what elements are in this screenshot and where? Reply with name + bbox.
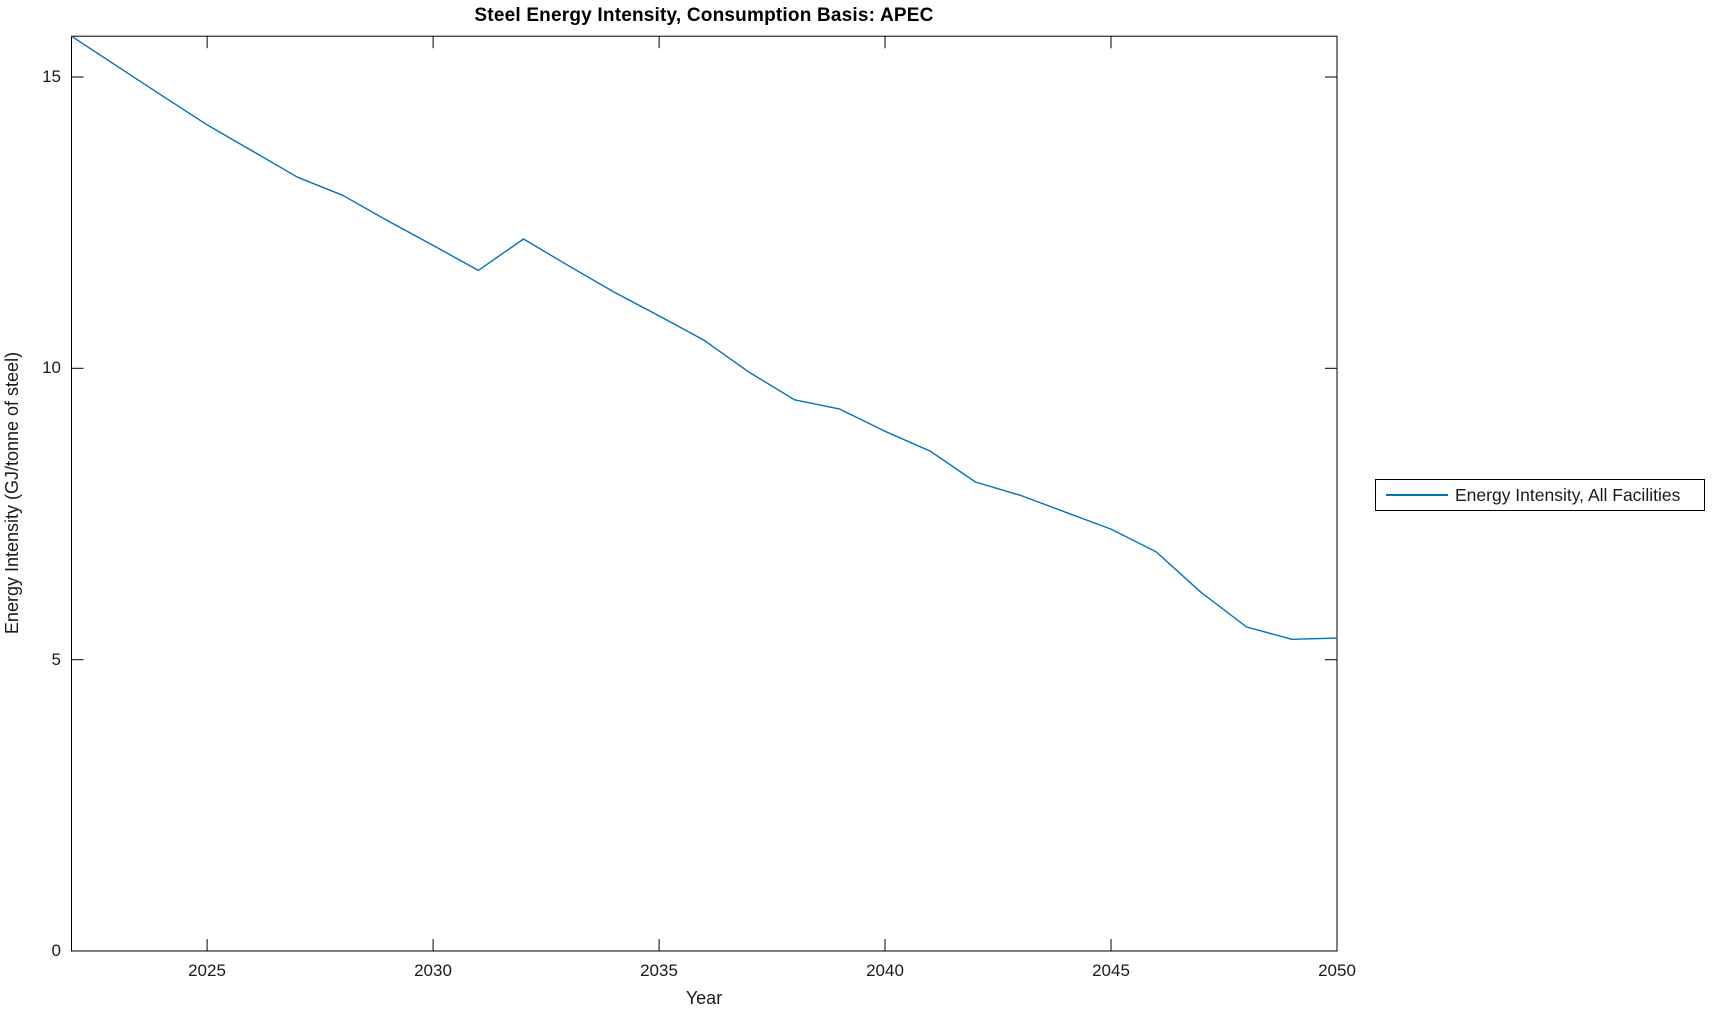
- x-tick-label: 2045: [1092, 961, 1130, 980]
- y-tick-label: 0: [51, 941, 61, 960]
- chart-title: Steel Energy Intensity, Consumption Basi…: [474, 5, 934, 26]
- y-axis-label: Energy Intensity (GJ/tonne of steel): [2, 351, 22, 635]
- legend-label: Energy Intensity, All Facilities: [1455, 484, 1681, 505]
- data-line: [71, 35, 1338, 640]
- y-tick-label: 15: [42, 67, 61, 86]
- x-axis-label: Year: [685, 988, 723, 1008]
- legend-line-sample-icon: [1386, 494, 1448, 496]
- x-tick-label: 2050: [1318, 961, 1356, 980]
- axes-frame: [71, 35, 1338, 952]
- x-tick-label: 2040: [866, 961, 904, 980]
- x-tick-label: 2030: [414, 961, 452, 980]
- x-tick-label: 2035: [640, 961, 678, 980]
- x-tick-label: 2025: [188, 961, 226, 980]
- legend[interactable]: Energy Intensity, All Facilities: [1375, 479, 1705, 511]
- y-tick-label: 10: [42, 358, 61, 377]
- y-tick-label: 5: [51, 650, 61, 669]
